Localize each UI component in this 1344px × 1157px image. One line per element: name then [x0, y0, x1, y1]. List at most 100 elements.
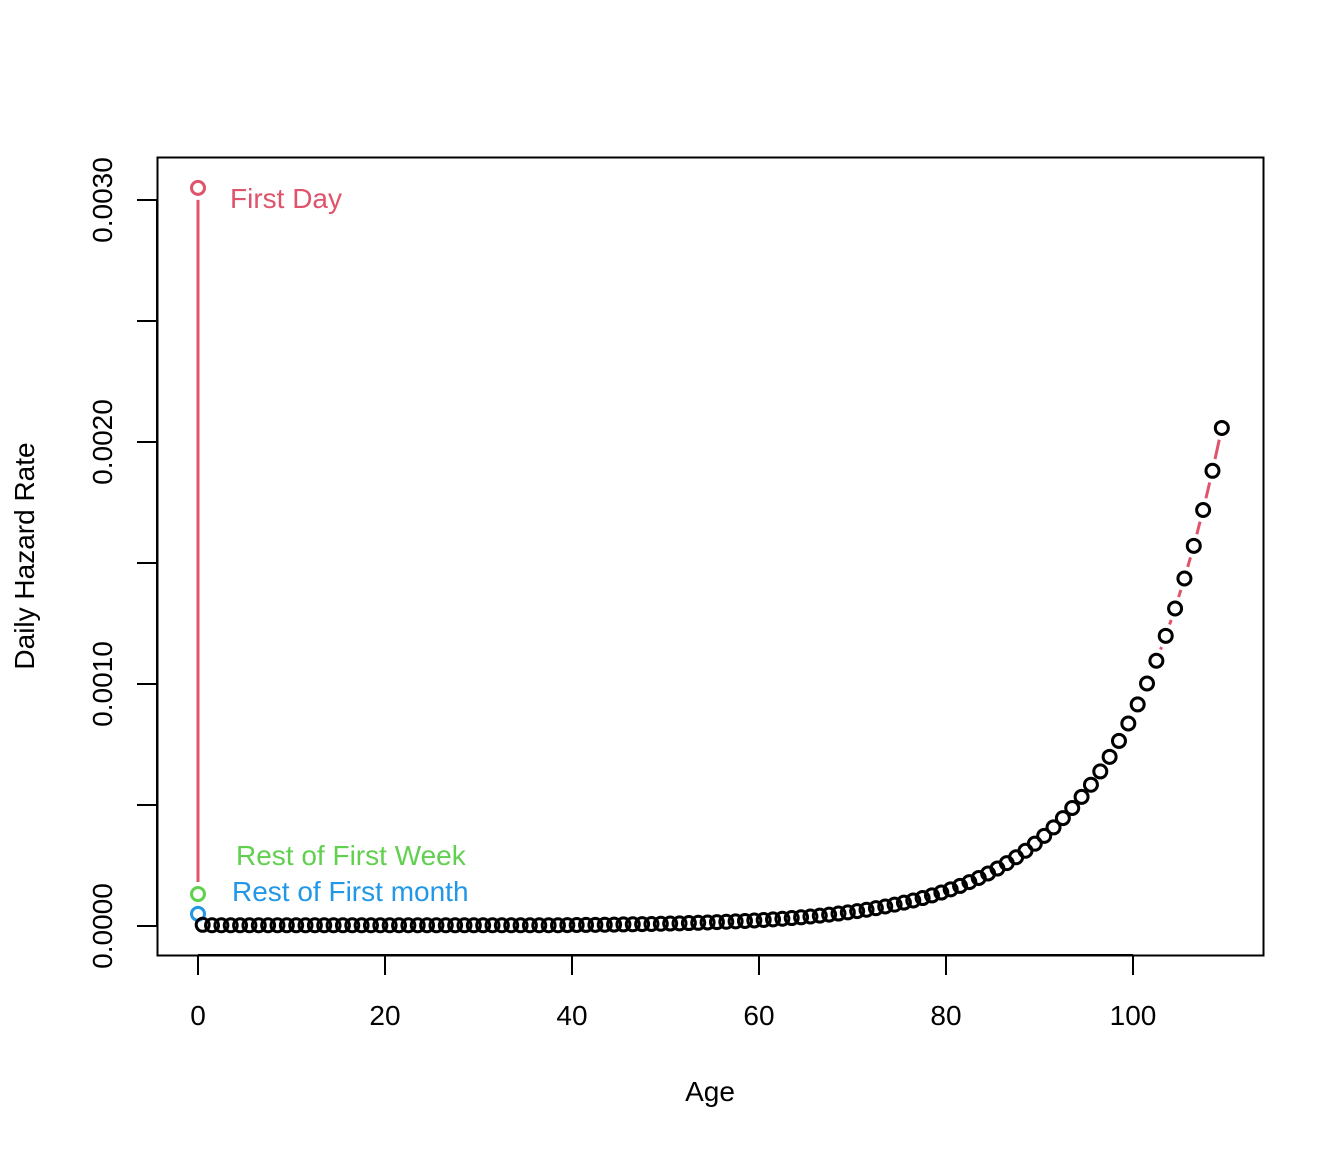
data-point: [624, 916, 641, 933]
data-point: [802, 908, 819, 925]
data-point: [1082, 776, 1099, 793]
data-point: [793, 909, 810, 926]
line-segment: [1213, 439, 1221, 460]
data-point: [914, 890, 931, 907]
data-point: [1036, 827, 1053, 844]
data-point: [428, 917, 445, 934]
data-point: [783, 910, 800, 927]
data-point: [213, 917, 230, 934]
data-point: [549, 917, 566, 934]
data-point: [447, 917, 464, 934]
data-point: [643, 915, 660, 932]
data-point: [596, 916, 613, 933]
data-point: [587, 916, 604, 933]
data-point: [1157, 627, 1174, 644]
y-axis: 0.0000 0.0010 0.0020 0.0030: [87, 157, 158, 969]
plot-frame: [156, 156, 1265, 957]
data-point: [559, 917, 576, 934]
data-point: [877, 898, 894, 915]
data-point: [886, 896, 903, 913]
data-point: [437, 917, 454, 934]
data-point: [1026, 835, 1043, 852]
data-point: [250, 917, 267, 934]
line-segment: [1159, 646, 1163, 651]
x-tick-label: 20: [369, 1000, 400, 1031]
data-point: [1129, 696, 1146, 713]
data-point: [484, 917, 501, 934]
data-point: [839, 904, 856, 921]
x-tick-label: 60: [743, 1000, 774, 1031]
data-point: [232, 917, 249, 934]
data-point: [204, 917, 221, 934]
data-point: [288, 917, 305, 934]
data-point: [755, 911, 772, 928]
point-first-day: [190, 179, 206, 196]
x-axis: 0 20 40 60 80 100: [190, 954, 1156, 1031]
data-point: [952, 877, 969, 894]
line-segment: [1168, 619, 1173, 625]
data-point: [334, 917, 351, 934]
data-point: [671, 915, 688, 932]
point-rest-of-first-week: [190, 886, 206, 903]
y-axis-label: Daily Hazard Rate: [9, 442, 40, 669]
x-tick-label: 80: [930, 1000, 961, 1031]
connecting-line: [196, 199, 1221, 883]
data-point: [493, 917, 510, 934]
line-segment: [1186, 556, 1192, 568]
data-point: [297, 917, 314, 934]
data-point: [718, 913, 735, 930]
data-point: [774, 910, 791, 927]
data-point: [540, 917, 557, 934]
data-point: [1185, 537, 1202, 554]
data-point: [409, 917, 426, 934]
data-point: [521, 917, 538, 934]
data-point: [475, 917, 492, 934]
data-point: [503, 917, 520, 934]
data-point: [316, 917, 333, 934]
annotation-first-month: Rest of First month: [232, 876, 469, 907]
data-point: [905, 892, 922, 909]
data-point: [465, 917, 482, 934]
data-point: [391, 917, 408, 934]
x-tick-label: 40: [556, 1000, 587, 1031]
data-point: [278, 917, 295, 934]
y-tick-label: 0.0010: [87, 641, 118, 727]
data-point: [736, 912, 753, 929]
data-point: [325, 917, 342, 934]
data-point: [353, 917, 370, 934]
annotation-first-day: First Day: [230, 183, 342, 214]
data-point: [933, 884, 950, 901]
data-point: [1110, 732, 1127, 749]
data-point: [606, 916, 623, 933]
x-tick-label: 0: [190, 1000, 206, 1031]
data-point: [821, 906, 838, 923]
data-point: [690, 914, 707, 931]
data-point: [512, 917, 529, 934]
data-point: [1167, 600, 1184, 617]
data-point: [222, 917, 239, 934]
data-point: [849, 903, 866, 920]
data-point: [1073, 788, 1090, 805]
data-point: [942, 881, 959, 898]
data-point: [241, 917, 258, 934]
data-point: [727, 913, 744, 930]
data-point: [1120, 715, 1137, 732]
data-point: [1195, 502, 1212, 519]
data-point: [1204, 462, 1221, 479]
data-point: [830, 905, 847, 922]
data-point: [1064, 799, 1081, 816]
annotation-first-week: Rest of First Week: [236, 840, 467, 871]
y-tick-label: 0.0020: [87, 399, 118, 485]
x-axis-label: Age: [685, 1076, 735, 1107]
data-point: [1092, 763, 1109, 780]
data-point: [699, 914, 716, 931]
data-point: [1101, 748, 1118, 765]
data-point: [1139, 675, 1156, 692]
data-point: [867, 900, 884, 917]
data-point: [858, 901, 875, 918]
data-point: [400, 917, 417, 934]
data-point: [456, 917, 473, 934]
data-point: [419, 917, 436, 934]
data-point: [708, 914, 725, 931]
